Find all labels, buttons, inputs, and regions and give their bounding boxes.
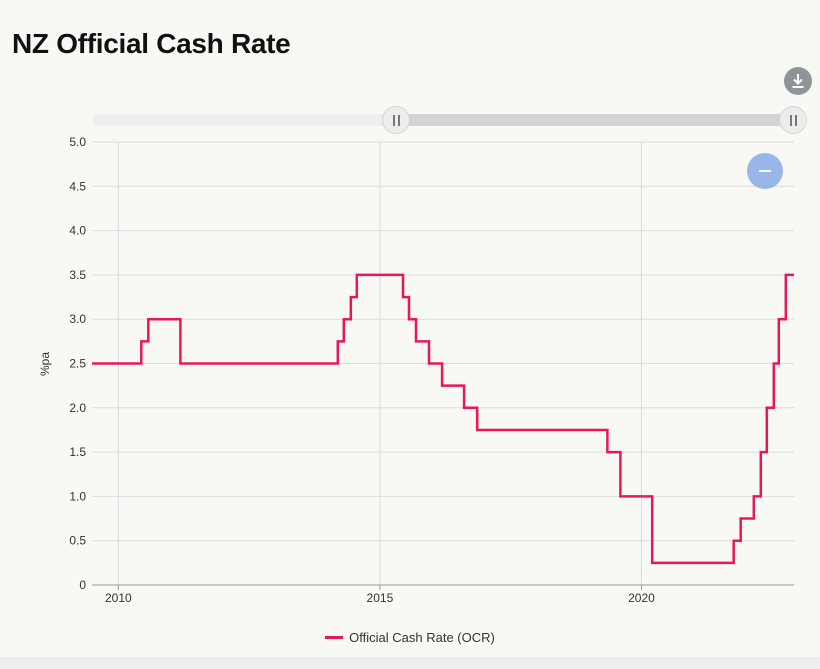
- range-slider-start-handle[interactable]: [382, 106, 410, 134]
- grid-lines: [92, 141, 794, 585]
- legend-swatch: [325, 636, 344, 639]
- legend-label: Official Cash Rate (OCR): [349, 630, 495, 645]
- footer-bar: [0, 657, 820, 669]
- legend-item-ocr[interactable]: Official Cash Rate (OCR): [325, 630, 495, 645]
- x-tick-label: 2015: [367, 591, 394, 605]
- y-tick-label: 0: [79, 578, 86, 592]
- y-tick-label: 5.0: [69, 135, 86, 149]
- y-tick-label: 3.5: [69, 268, 86, 282]
- y-tick-label: 1.5: [69, 445, 86, 459]
- download-button[interactable]: [784, 67, 812, 95]
- y-tick-label: 2.5: [69, 357, 86, 371]
- x-tick-label: 2020: [628, 591, 655, 605]
- legend: Official Cash Rate (OCR): [0, 627, 820, 645]
- y-tick-label: 4.0: [69, 224, 86, 238]
- range-slider-selection[interactable]: [396, 114, 794, 126]
- axes: 0 0.5 1.0 1.5 2.0 2.5 3.0 3.5 4.0 4.5 5.0 2010 2015 2…: [69, 135, 794, 605]
- y-tick-label: 4.5: [69, 179, 86, 193]
- zoom-out-button[interactable]: [747, 153, 783, 189]
- y-axis-label: %pa: [38, 352, 52, 376]
- y-tick-label: 3.0: [69, 312, 86, 326]
- download-icon: [792, 74, 804, 88]
- series-line-ocr[interactable]: [92, 273, 794, 565]
- y-tick-label: 0.5: [69, 534, 86, 548]
- series-layer: [92, 273, 794, 565]
- page-title: NZ Official Cash Rate: [12, 28, 291, 59]
- x-tick-label: 2010: [105, 591, 132, 605]
- y-tick-label: 1.0: [69, 489, 86, 503]
- y-tick-label: 2.0: [69, 401, 86, 415]
- range-slider-end-handle[interactable]: [779, 106, 807, 134]
